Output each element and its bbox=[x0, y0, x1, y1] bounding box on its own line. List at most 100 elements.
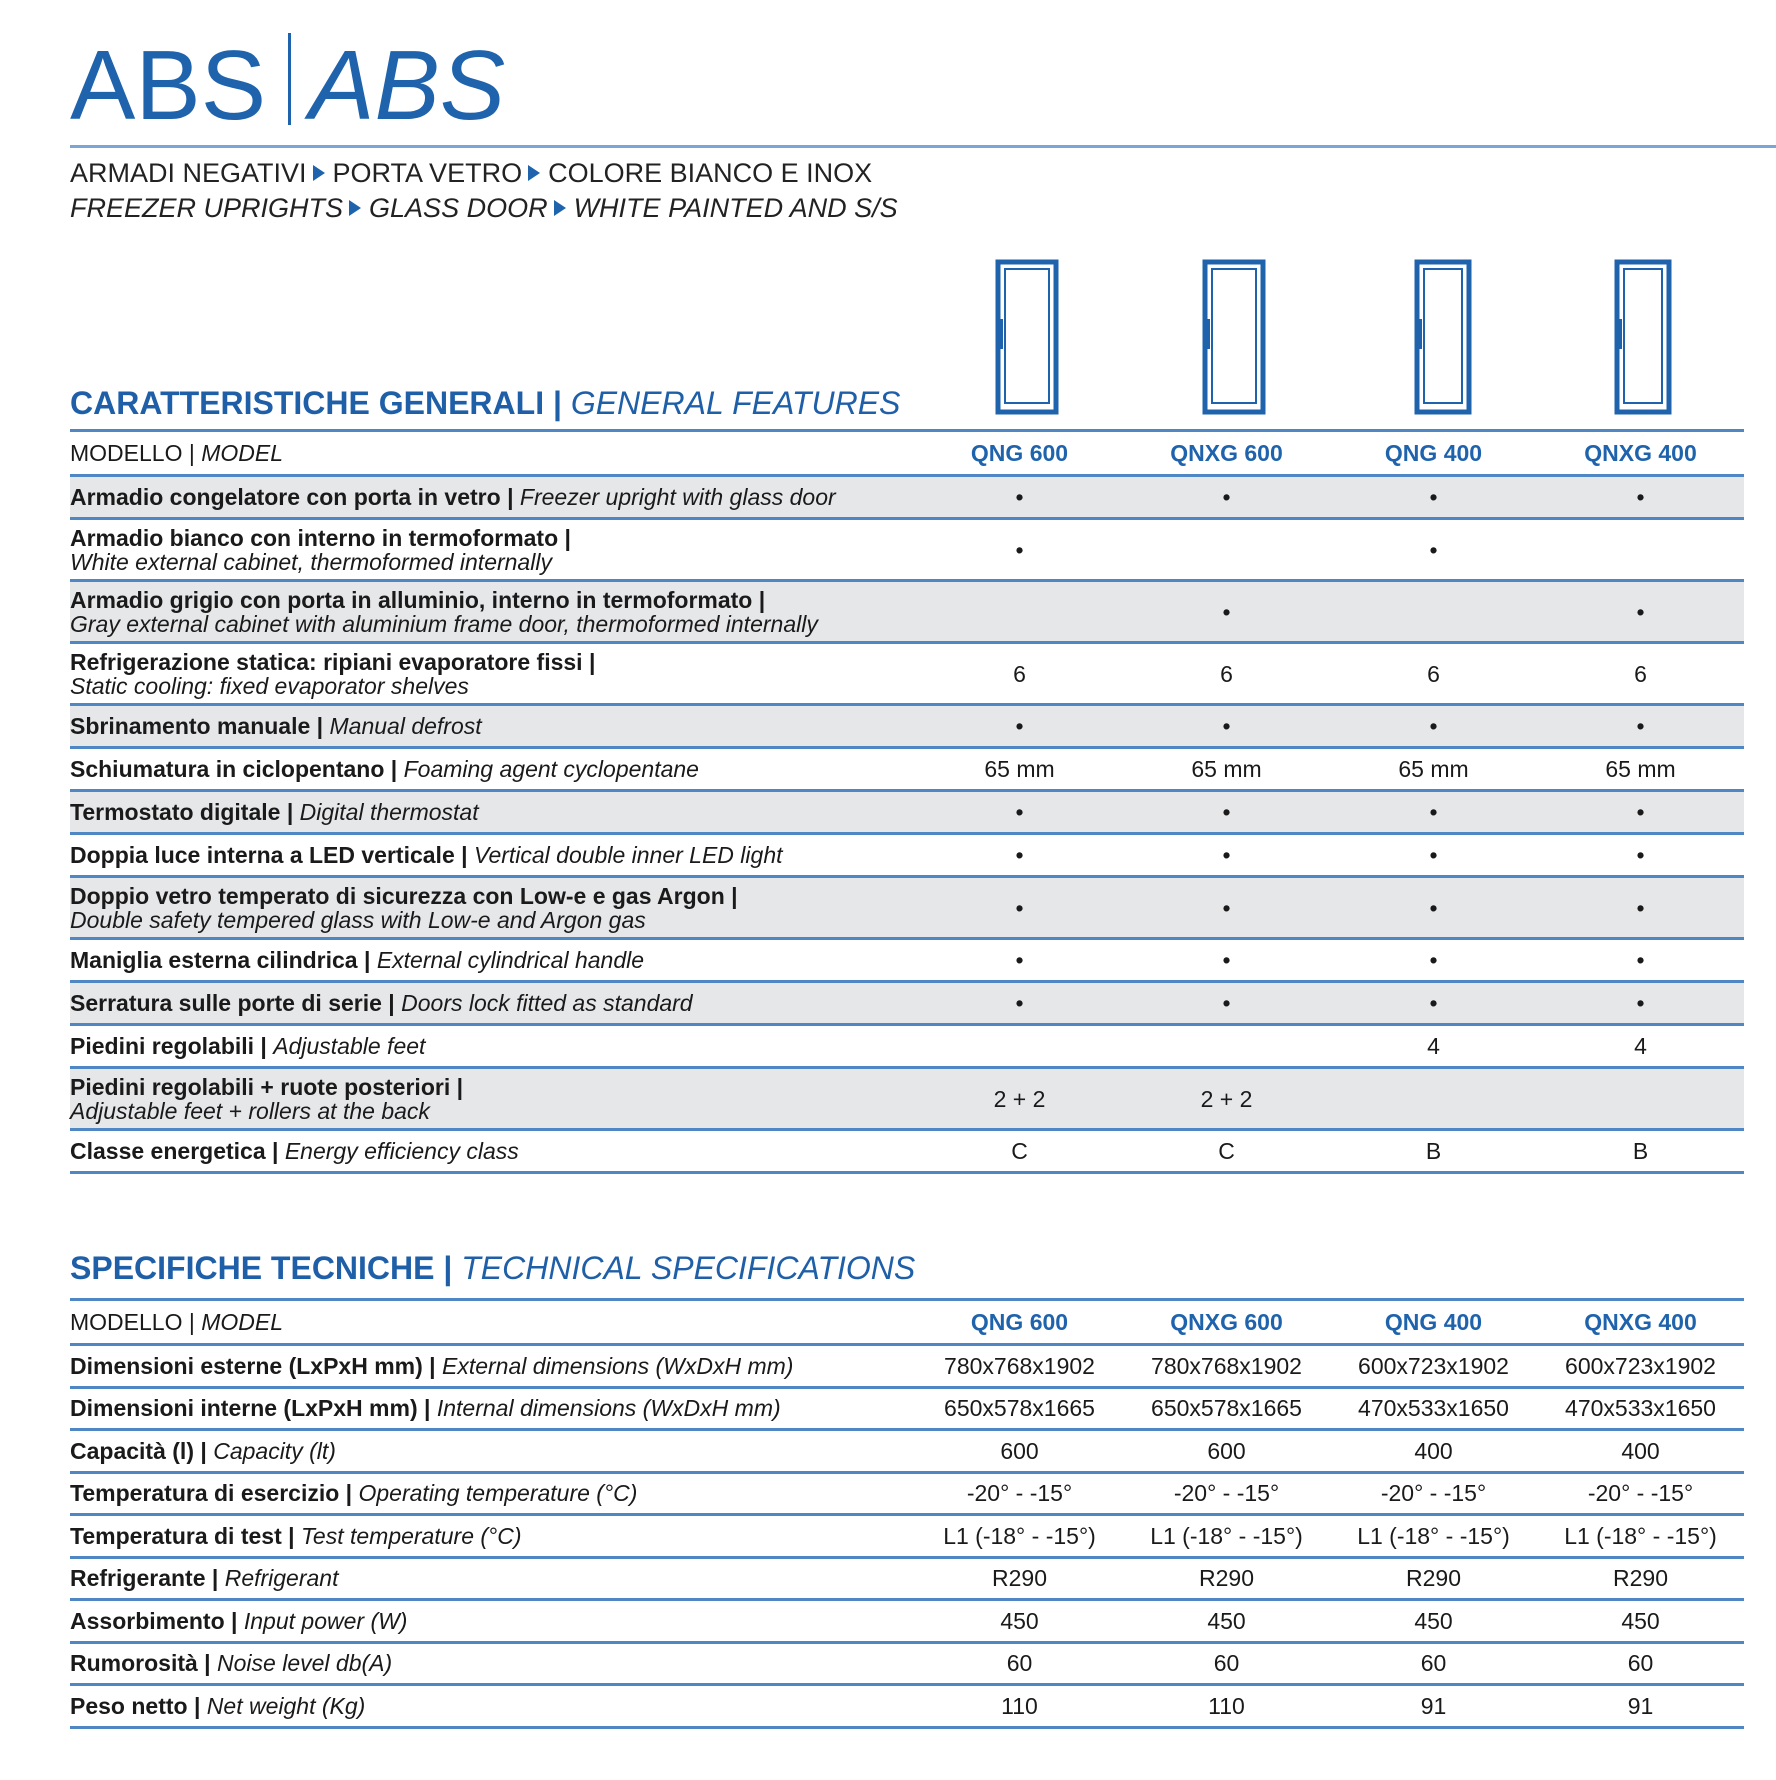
label-cell: Doppia luce interna a LED verticale | Ve… bbox=[70, 833, 916, 878]
value-cell: 6 bbox=[916, 642, 1123, 706]
label-en: Double safety tempered glass with Low-e … bbox=[70, 906, 646, 933]
row: Rumorosità | Noise level db(A) 60 60 60 60 bbox=[70, 1642, 1744, 1686]
label-it: Termostato digitale | bbox=[70, 799, 294, 825]
value-cell: • bbox=[1123, 981, 1330, 1026]
value-cell: 65 mm bbox=[916, 747, 1123, 792]
value-cell: 6 bbox=[1330, 642, 1537, 706]
label-cell: Schiumatura in ciclopentano | Foaming ag… bbox=[70, 747, 916, 792]
label-it: Temperatura di esercizio | bbox=[70, 1480, 353, 1507]
triangle bbox=[553, 200, 566, 216]
label-cell: Dimensioni interne (LxPxH mm) | Internal… bbox=[70, 1387, 916, 1431]
label-en: Test temperature (°C) bbox=[300, 1522, 522, 1549]
label-cell: Armadio congelatore con porta in vetro |… bbox=[70, 475, 916, 520]
row: Classe energetica | Energy efficiency cl… bbox=[70, 1129, 1744, 1174]
value-cell: • bbox=[1123, 876, 1330, 940]
label-it: Rumorosità | bbox=[70, 1650, 211, 1677]
value-cell bbox=[916, 580, 1123, 644]
value-cell: 470x533x1650 bbox=[1330, 1387, 1537, 1431]
value-cell: • bbox=[1537, 580, 1744, 644]
value-cell: 780x768x1902 bbox=[1123, 1344, 1330, 1389]
value-cell: 91 bbox=[1330, 1684, 1537, 1729]
row: Doppio vetro temperato di sicurezza con … bbox=[70, 876, 1744, 940]
value-cell: • bbox=[1330, 876, 1537, 940]
label-cell: Temperatura di esercizio | Operating tem… bbox=[70, 1472, 916, 1516]
value-cell: • bbox=[1330, 475, 1537, 520]
model-name: QNXG 600 bbox=[1123, 1298, 1330, 1346]
model-en: MODEL bbox=[201, 1309, 284, 1335]
label-cell: MODELLO | MODEL bbox=[70, 1298, 916, 1346]
value-cell: 60 bbox=[1330, 1642, 1537, 1686]
label-cell: Capacità (l) | Capacity (lt) bbox=[70, 1429, 916, 1474]
value-cell: • bbox=[1537, 475, 1744, 520]
subtitle-part: ARMADI NEGATIVI bbox=[70, 158, 307, 188]
value-cell: • bbox=[1123, 938, 1330, 983]
label-cell: Classe energetica | Energy efficiency cl… bbox=[70, 1129, 916, 1174]
heading-it: CARATTERISTICHE GENERALI | bbox=[70, 385, 562, 421]
value-cell: 600x723x1902 bbox=[1537, 1344, 1744, 1389]
value-cell: • bbox=[916, 938, 1123, 983]
value-cell: • bbox=[1537, 790, 1744, 835]
label-cell: Temperatura di test | Test temperature (… bbox=[70, 1514, 916, 1559]
model-en: MODEL bbox=[201, 440, 284, 466]
value-cell: -20° - -15° bbox=[1330, 1472, 1537, 1516]
label-cell: Rumorosità | Noise level db(A) bbox=[70, 1642, 916, 1686]
label-it: Capacità (l) | bbox=[70, 1437, 207, 1464]
row: Refrigerante | Refrigerant R290 R290 R290 R2… bbox=[70, 1557, 1744, 1601]
value-cell: • bbox=[1330, 704, 1537, 749]
value-cell: • bbox=[1123, 704, 1330, 749]
label-it: Schiumatura in ciclopentano | bbox=[70, 756, 398, 782]
label-it: Dimensioni esterne (LxPxH mm) | bbox=[70, 1352, 436, 1379]
model-name: QNXG 400 bbox=[1537, 1298, 1744, 1346]
value-cell: 4 bbox=[1537, 1024, 1744, 1069]
value-cell: 65 mm bbox=[1123, 747, 1330, 792]
title: ABS ABS bbox=[70, 30, 505, 140]
value-cell: • bbox=[916, 704, 1123, 749]
label-it: Temperatura di test | bbox=[70, 1522, 295, 1549]
row: Dimensioni esterne (LxPxH mm) | External… bbox=[70, 1344, 1744, 1389]
value-cell: 110 bbox=[916, 1684, 1123, 1729]
subtitle-part: WHITE PAINTED AND S/S bbox=[573, 193, 898, 223]
label-cell: Peso netto | Net weight (Kg) bbox=[70, 1684, 916, 1729]
row: Doppia luce interna a LED verticale | Ve… bbox=[70, 833, 1744, 878]
spec-table: MODELLO | MODEL QNG 600 QNXG 600 QNG 400 QNX… bbox=[70, 1298, 1744, 1729]
label-en: White external cabinet, thermoformed int… bbox=[70, 548, 552, 575]
value-cell: 4 bbox=[1330, 1024, 1537, 1069]
value-cell: 6 bbox=[1123, 642, 1330, 706]
label-it: Refrigerante | bbox=[70, 1565, 219, 1592]
label-cell: Armadio grigio con porta in alluminio, i… bbox=[70, 580, 916, 644]
value-cell: • bbox=[916, 518, 1123, 582]
value-cell: • bbox=[1123, 475, 1330, 520]
row: Assorbimento | Input power (W) 450 450 450 4… bbox=[70, 1599, 1744, 1644]
section-heading: SPECIFICHE TECNICHE | TECHNICAL SPECIFIC… bbox=[70, 1250, 915, 1287]
label-en: Vertical double inner LED light bbox=[473, 842, 783, 868]
value-cell: • bbox=[1123, 833, 1330, 878]
value-cell: 2 + 2 bbox=[1123, 1067, 1330, 1131]
value-cell: 60 bbox=[916, 1642, 1123, 1686]
row: Refrigerazione statica: ripiani evaporat… bbox=[70, 642, 1744, 706]
value-cell bbox=[1537, 1067, 1744, 1131]
value-cell: • bbox=[1537, 938, 1744, 983]
row: Temperatura di esercizio | Operating tem… bbox=[70, 1472, 1744, 1516]
value-cell: -20° - -15° bbox=[1537, 1472, 1744, 1516]
label-cell: Maniglia esterna cilindrica | External c… bbox=[70, 938, 916, 983]
subtitle-part: COLORE BIANCO E INOX bbox=[548, 158, 873, 188]
value-cell: 470x533x1650 bbox=[1537, 1387, 1744, 1431]
value-cell: R290 bbox=[1123, 1557, 1330, 1601]
label-en: External cylindrical handle bbox=[376, 947, 645, 973]
row: Termostato digitale | Digital thermostat… bbox=[70, 790, 1744, 835]
label-en: Digital thermostat bbox=[299, 799, 479, 825]
value-cell: 400 bbox=[1330, 1429, 1537, 1474]
value-cell: 650x578x1665 bbox=[916, 1387, 1123, 1431]
label-en: External dimensions (WxDxH mm) bbox=[441, 1352, 794, 1379]
model-it: MODELLO | bbox=[70, 440, 195, 466]
label-it: Serratura sulle porte di serie | bbox=[70, 990, 395, 1016]
value-cell: 65 mm bbox=[1537, 747, 1744, 792]
model-name: QNXG 400 bbox=[1537, 429, 1744, 477]
label-en: Foaming agent cyclopentane bbox=[403, 756, 699, 782]
label-it: Piedini regolabili | bbox=[70, 1033, 267, 1059]
value-cell: 600 bbox=[1123, 1429, 1330, 1474]
fridge-icon bbox=[1614, 259, 1672, 415]
value-cell: • bbox=[916, 981, 1123, 1026]
label-en: Gray external cabinet with aluminium fra… bbox=[70, 610, 818, 637]
label-it: Classe energetica | bbox=[70, 1138, 279, 1164]
